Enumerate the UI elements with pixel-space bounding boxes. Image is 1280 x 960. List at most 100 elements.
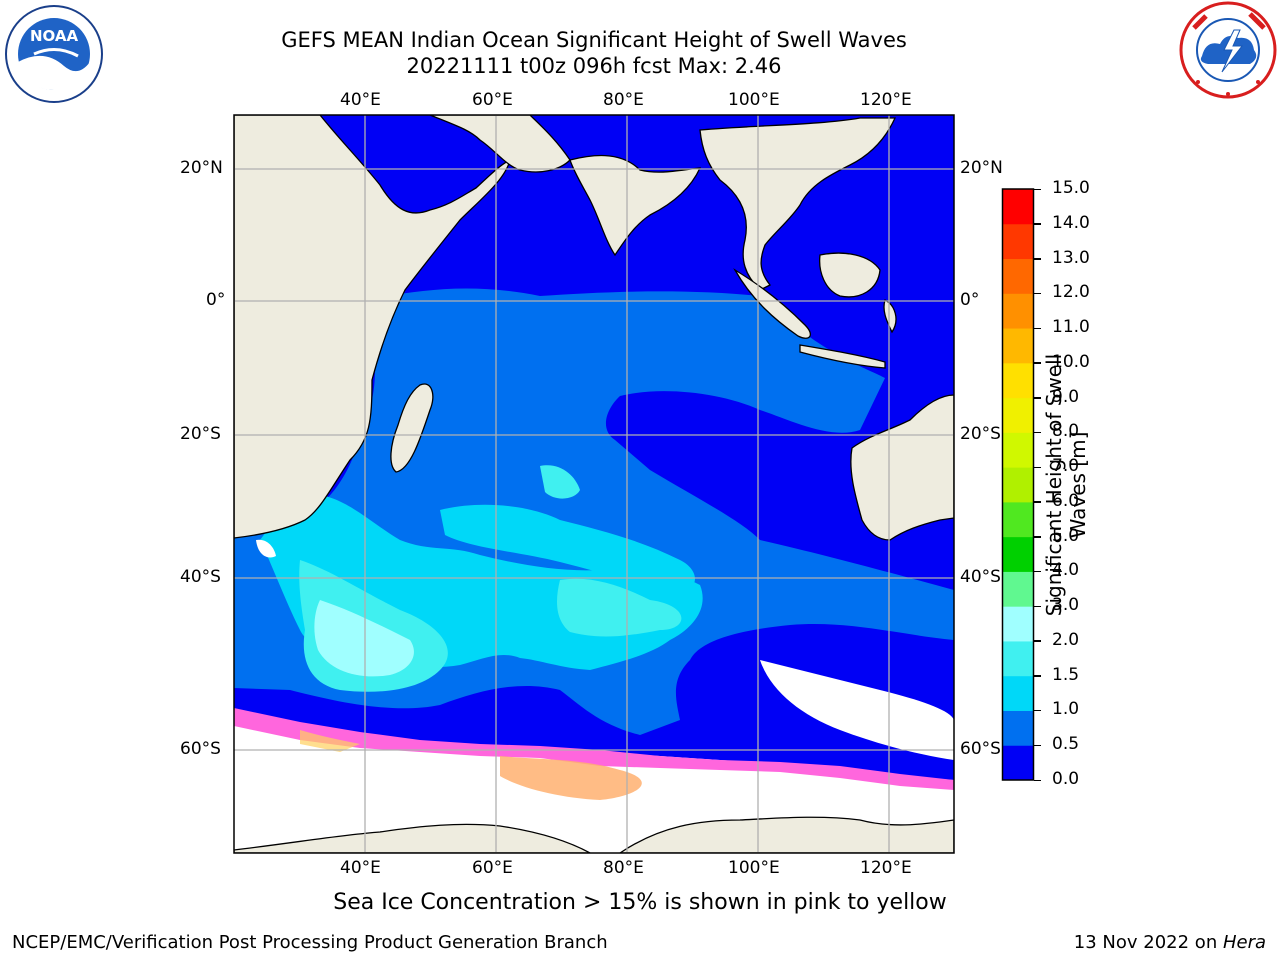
- colorbar-block: [1002, 258, 1034, 294]
- colorbar-label-line2: Waves [m]: [1066, 431, 1090, 539]
- land-masses: [234, 115, 954, 853]
- colorbar-tick-label: 3.0: [1052, 595, 1080, 616]
- colorbar-block: [1002, 328, 1034, 364]
- colorbar-tick-mark: [1034, 362, 1041, 364]
- footer-date-text: 13 Nov 2022 on: [1073, 932, 1223, 953]
- colorbar-tick-mark: [1034, 466, 1041, 469]
- se-asia-land: [699, 117, 897, 291]
- colorbar-tick-mark: [1034, 744, 1041, 747]
- noaa-logo-text: NOAA: [30, 27, 79, 45]
- lon-label-bottom: 100°E: [728, 858, 780, 878]
- colorbar-tick-mark: [1034, 188, 1041, 190]
- colorbar-tick-mark: [1034, 709, 1041, 712]
- colorbar-block: [1002, 675, 1034, 711]
- colorbar-tick-label: 9.0: [1052, 386, 1080, 407]
- lat-label-left: 60°S: [180, 739, 221, 759]
- colorbar-tick-label: 10.0: [1052, 351, 1090, 372]
- colorbar-block: [1002, 571, 1034, 607]
- colorbar-block: [1002, 710, 1034, 746]
- sulawesi-land: [883, 299, 897, 334]
- colorbar-block: [1002, 606, 1034, 642]
- colorbar-tick-label: 1.5: [1052, 664, 1080, 685]
- lon-label-bottom: 60°E: [472, 858, 513, 878]
- colorbar-block: [1002, 397, 1034, 433]
- lat-label-right: 40°S: [960, 567, 1001, 587]
- lon-label-top: 40°E: [340, 90, 381, 110]
- sea-ice-edge: [234, 708, 954, 790]
- colorbar: [1001, 188, 1035, 781]
- lon-label-bottom: 120°E: [860, 858, 912, 878]
- lat-label-left: 20°N: [180, 158, 223, 178]
- india-land: [569, 154, 702, 257]
- colorbar-tick-label: 7.0: [1052, 456, 1080, 477]
- colorbar-block: [1002, 223, 1034, 260]
- lat-label-left: 40°S: [180, 567, 221, 587]
- colorbar-tick-mark: [1034, 675, 1041, 677]
- sea-ice-note: Sea Ice Concentration > 15% is shown in …: [333, 890, 947, 915]
- borneo-land: [819, 252, 881, 298]
- sumatra-land: [733, 268, 811, 339]
- colorbar-block: [1002, 362, 1034, 399]
- colorbar-tick-label: 12.0: [1052, 282, 1090, 303]
- colorbar-tick-mark: [1034, 640, 1041, 642]
- colorbar-block: [1002, 745, 1034, 781]
- swell-2p0-region: [314, 600, 414, 677]
- colorbar-label: Significant Height of Swell Waves [m]: [1042, 185, 1090, 785]
- lon-label-top: 60°E: [472, 90, 513, 110]
- colorbar-tick-mark: [1034, 431, 1041, 434]
- colorbar-tick-mark: [1034, 536, 1041, 538]
- colorbar-block: [1002, 189, 1034, 225]
- colorbar-label-line1: Significant Height of Swell: [1042, 353, 1066, 617]
- colorbar-tick-label: 8.0: [1052, 421, 1080, 442]
- footer-credit: NCEP/EMC/Verification Post Processing Pr…: [12, 932, 608, 953]
- africa-land: [234, 115, 511, 539]
- colorbar-tick-label: 2.0: [1052, 629, 1080, 650]
- colorbar-block: [1002, 640, 1034, 677]
- lat-label-left: 20°S: [180, 424, 221, 444]
- footer-date: 13 Nov 2022 on Hera: [1074, 932, 1266, 953]
- colorbar-block: [1002, 501, 1034, 538]
- antarctica-land: [234, 823, 591, 853]
- colorbar-tick-label: 6.0: [1052, 490, 1080, 511]
- colorbar-tick-label: 14.0: [1052, 212, 1090, 233]
- java-land: [799, 344, 886, 369]
- colorbar-tick-label: 13.0: [1052, 247, 1090, 268]
- colorbar-tick-label: 15.0: [1052, 178, 1090, 198]
- colorbar-tick-mark: [1034, 292, 1041, 295]
- lat-label-left: 0°: [206, 290, 226, 310]
- lon-label-top: 80°E: [603, 90, 644, 110]
- colorbar-tick-mark: [1034, 570, 1041, 573]
- colorbar-tick-label: 1.0: [1052, 699, 1080, 720]
- colorbar-tick-mark: [1034, 327, 1041, 330]
- lat-label-right: 20°N: [960, 158, 1003, 178]
- map-subtitle: 20221111 t00z 096h fcst Max: 2.46: [406, 54, 782, 78]
- colorbar-tick-label: 11.0: [1052, 317, 1090, 338]
- map-frame: [233, 114, 955, 854]
- map-title: GEFS MEAN Indian Ocean Significant Heigh…: [281, 28, 907, 52]
- australia-land: [850, 394, 954, 541]
- lon-label-top: 100°E: [728, 90, 780, 110]
- nws-logo: [1176, 0, 1280, 104]
- colorbar-block: [1002, 536, 1034, 572]
- lat-label-right: 20°S: [960, 424, 1001, 444]
- lat-label-right: 60°S: [960, 739, 1001, 759]
- colorbar-tick-mark: [1034, 605, 1041, 608]
- noaa-logo: NOAA: [4, 4, 104, 108]
- colorbar-tick-mark: [1034, 397, 1041, 399]
- arabia-land: [429, 115, 571, 173]
- colorbar-block: [1002, 293, 1034, 329]
- colorbar-block: [1002, 432, 1034, 468]
- colorbar-tick-label: 5.0: [1052, 525, 1080, 546]
- colorbar-tick-label: 0.5: [1052, 734, 1080, 755]
- colorbar-tick-mark: [1034, 501, 1041, 503]
- colorbar-tick-mark: [1034, 779, 1041, 781]
- colorbar-tick-mark: [1034, 223, 1041, 225]
- footer-host: Hera: [1222, 932, 1266, 953]
- lon-label-top: 120°E: [860, 90, 912, 110]
- lon-label-bottom: 40°E: [340, 858, 381, 878]
- colorbar-tick-mark: [1034, 258, 1041, 260]
- lat-label-right: 0°: [960, 290, 980, 310]
- madagascar-land: [390, 383, 434, 473]
- colorbar-tick-label: 0.0: [1052, 769, 1080, 789]
